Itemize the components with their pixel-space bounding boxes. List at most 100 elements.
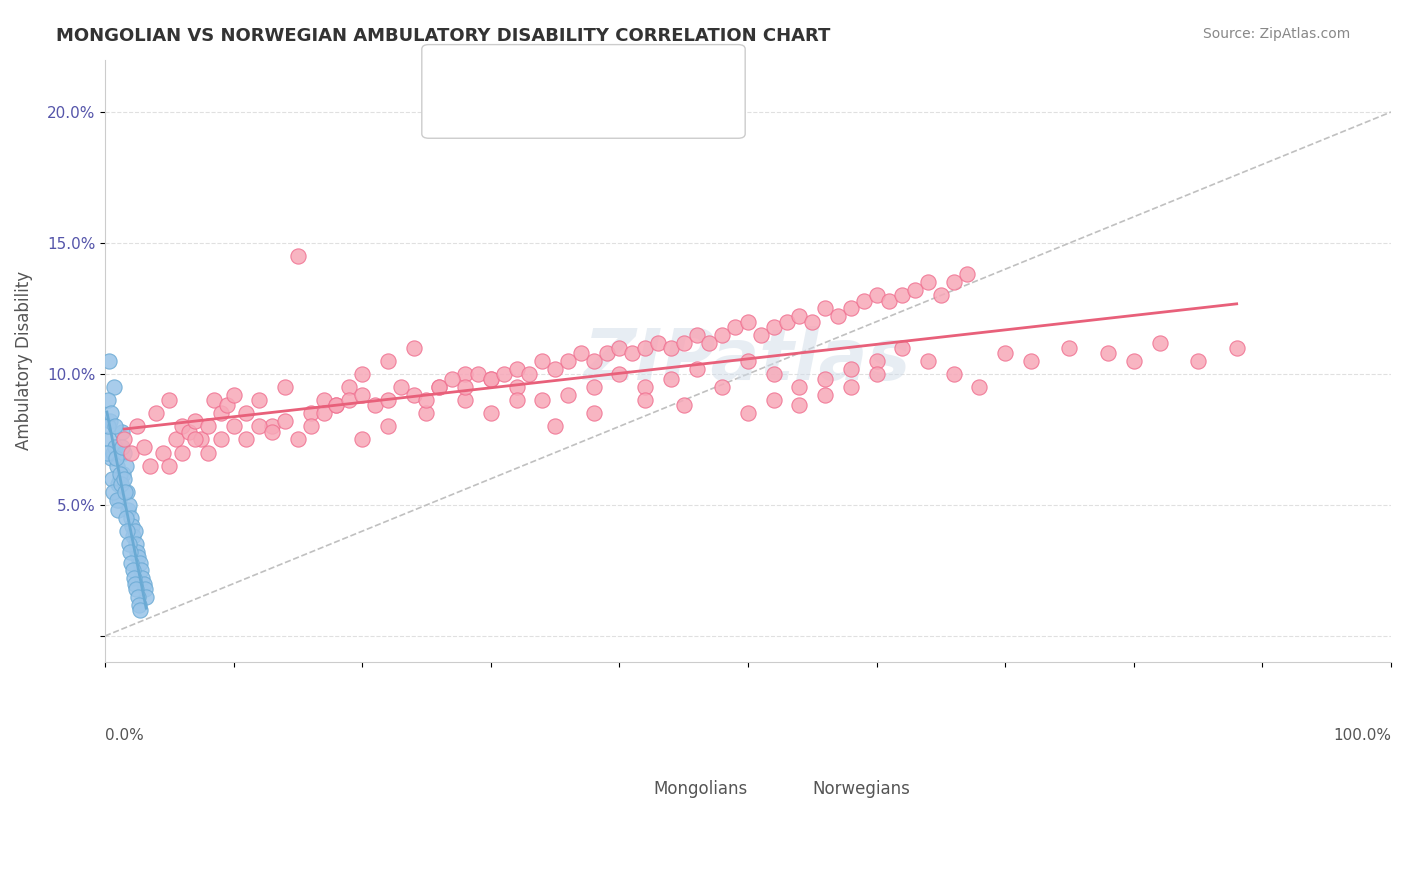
Norwegians — [299, 419, 322, 434]
Norwegians — [582, 406, 605, 420]
Mongolians — [120, 511, 142, 525]
Mongolians — [118, 498, 141, 512]
Norwegians — [519, 367, 541, 381]
Norwegians — [441, 372, 464, 386]
Norwegians — [467, 367, 489, 381]
Norwegians — [814, 388, 837, 402]
Norwegians — [247, 419, 270, 434]
Norwegians — [634, 341, 657, 355]
Norwegians — [569, 346, 592, 360]
Norwegians — [222, 419, 245, 434]
Mongolians — [112, 445, 135, 459]
Norwegians — [1059, 341, 1081, 355]
Norwegians — [659, 372, 682, 386]
Norwegians — [505, 393, 527, 408]
Norwegians — [262, 419, 284, 434]
Mongolians — [111, 467, 134, 481]
Text: R =  0.453    N =  139: R = 0.453 N = 139 — [464, 107, 648, 125]
Norwegians — [672, 335, 695, 350]
Norwegians — [659, 341, 682, 355]
Norwegians — [479, 372, 502, 386]
Norwegians — [827, 310, 849, 324]
Mongolians — [129, 564, 152, 578]
Norwegians — [184, 433, 207, 447]
Mongolians — [108, 492, 131, 507]
Norwegians — [762, 319, 785, 334]
Norwegians — [789, 380, 811, 394]
Norwegians — [647, 335, 669, 350]
Norwegians — [621, 346, 644, 360]
Mongolians — [122, 571, 145, 585]
Norwegians — [352, 433, 374, 447]
Norwegians — [1226, 341, 1249, 355]
Norwegians — [737, 406, 759, 420]
Mongolians — [132, 576, 155, 591]
Norwegians — [904, 283, 927, 297]
Mongolians — [112, 472, 135, 486]
Norwegians — [299, 406, 322, 420]
Mongolians — [115, 511, 138, 525]
Norwegians — [891, 288, 914, 302]
Norwegians — [235, 406, 257, 420]
Norwegians — [582, 380, 605, 394]
Mongolians — [101, 445, 124, 459]
Norwegians — [427, 380, 450, 394]
Norwegians — [672, 399, 695, 413]
Text: ZIPatlas: ZIPatlas — [585, 326, 911, 395]
Norwegians — [839, 361, 862, 376]
Norwegians — [724, 319, 747, 334]
Norwegians — [711, 380, 734, 394]
Mongolians — [96, 419, 118, 434]
Norwegians — [132, 441, 155, 455]
Norwegians — [222, 388, 245, 402]
Mongolians — [101, 472, 124, 486]
Norwegians — [202, 393, 225, 408]
Norwegians — [364, 399, 387, 413]
Mongolians — [124, 576, 146, 591]
Norwegians — [1019, 354, 1042, 368]
Mongolians — [105, 492, 128, 507]
Mongolians — [105, 458, 128, 473]
Norwegians — [415, 393, 437, 408]
Norwegians — [994, 346, 1017, 360]
Text: Norwegians: Norwegians — [813, 780, 910, 798]
Mongolians — [115, 484, 138, 499]
Text: Source: ZipAtlas.com: Source: ZipAtlas.com — [1202, 27, 1350, 41]
Norwegians — [814, 301, 837, 316]
Text: 100.0%: 100.0% — [1333, 728, 1391, 743]
Mongolians — [134, 582, 156, 596]
Norwegians — [312, 393, 335, 408]
Norwegians — [801, 315, 824, 329]
Norwegians — [427, 380, 450, 394]
Norwegians — [402, 341, 425, 355]
Norwegians — [1122, 354, 1144, 368]
Norwegians — [120, 445, 142, 459]
Norwegians — [685, 361, 707, 376]
Text: 0.0%: 0.0% — [105, 728, 143, 743]
Norwegians — [479, 372, 502, 386]
Norwegians — [505, 380, 527, 394]
Mongolians — [117, 503, 139, 517]
Norwegians — [479, 406, 502, 420]
Mongolians — [104, 450, 127, 465]
Norwegians — [595, 346, 617, 360]
Norwegians — [1149, 335, 1171, 350]
Norwegians — [737, 354, 759, 368]
Norwegians — [389, 380, 412, 394]
Norwegians — [814, 372, 837, 386]
Norwegians — [274, 380, 297, 394]
Norwegians — [531, 354, 554, 368]
Norwegians — [377, 354, 399, 368]
Norwegians — [337, 393, 360, 408]
Mongolians — [111, 425, 134, 439]
Norwegians — [942, 367, 965, 381]
Norwegians — [415, 406, 437, 420]
Mongolians — [96, 445, 118, 459]
Norwegians — [699, 335, 721, 350]
Norwegians — [762, 393, 785, 408]
Norwegians — [852, 293, 875, 308]
Norwegians — [1187, 354, 1209, 368]
Mongolians — [98, 354, 121, 368]
Norwegians — [454, 393, 477, 408]
Norwegians — [544, 419, 567, 434]
